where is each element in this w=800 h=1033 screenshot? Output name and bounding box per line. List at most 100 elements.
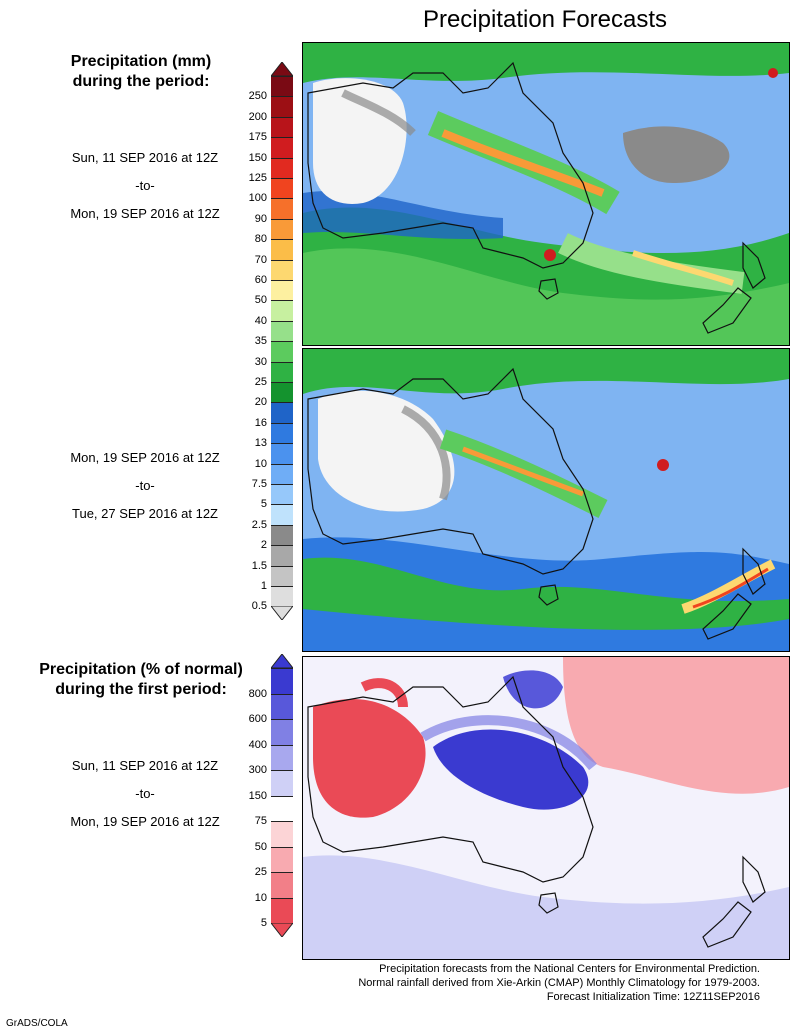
anomaly-colorbar-cell bbox=[271, 668, 293, 694]
precip-colorbar-label: 10 bbox=[254, 457, 267, 470]
precip-colorbar-label: 100 bbox=[248, 192, 267, 205]
precip-heading-line2: during the period: bbox=[72, 73, 210, 90]
precip-colorbar-label: 40 bbox=[254, 314, 267, 327]
precip-colorbar-cell bbox=[271, 484, 293, 505]
anomaly-colorbar-label: 5 bbox=[260, 917, 267, 929]
precip-colorbar-cell bbox=[271, 239, 293, 260]
anomaly-colorbar-label: 75 bbox=[254, 815, 267, 827]
footnote-line3: Forecast Initialization Time: 12Z11SEP20… bbox=[546, 991, 760, 1003]
precip-heading-line1: Precipitation (mm) bbox=[70, 53, 212, 70]
precip-colorbar-cell bbox=[271, 524, 293, 546]
footnote: Precipitation forecasts from the Nationa… bbox=[358, 962, 760, 1004]
precip-colorbar-cell bbox=[271, 463, 293, 484]
period2-start: Mon, 19 SEP 2016 at 12Z bbox=[70, 450, 220, 465]
precip-colorbar-cell bbox=[271, 545, 293, 566]
precip-colorbar-label: 7.5 bbox=[251, 478, 267, 490]
precip-colorbar-label: 16 bbox=[254, 416, 267, 429]
precip-colorbar-cell bbox=[271, 137, 293, 158]
precip-colorbar-label: 125 bbox=[248, 172, 267, 184]
anomaly-colorbar-cell bbox=[271, 693, 293, 719]
period2-separator: -to- bbox=[135, 478, 155, 493]
precip-colorbar-cell bbox=[271, 157, 293, 178]
precip-colorbar-cell bbox=[271, 96, 293, 117]
anomaly-colorbar-label: 10 bbox=[254, 891, 267, 904]
precip-colorbar-label: 13 bbox=[254, 437, 267, 450]
precip-colorbar-cell bbox=[271, 402, 293, 423]
anomaly-colorbar-cell bbox=[271, 846, 293, 872]
precip-colorbar-label: 80 bbox=[254, 233, 267, 246]
footnote-line1: Precipitation forecasts from the Nationa… bbox=[379, 963, 760, 975]
period3-end: Mon, 19 SEP 2016 at 12Z bbox=[70, 814, 220, 829]
anomaly-colorbar-cell bbox=[271, 770, 293, 796]
precip-colorbar-label: 50 bbox=[254, 294, 267, 307]
precip-colorbar-cell bbox=[271, 218, 293, 240]
precip-colorbar: 250 200 175 150 125 100 90 80 70 60 50 40 35 30 25 20 16… bbox=[243, 62, 303, 624]
anomaly-colorbar-cell bbox=[271, 744, 293, 770]
precip-colorbar-cell bbox=[271, 361, 293, 382]
anomaly-colorbar-label: 300 bbox=[248, 764, 267, 776]
precip-colorbar-label: 70 bbox=[254, 253, 267, 266]
anomaly-colorbar-bottom-arrow-shape bbox=[271, 923, 293, 937]
precip-colorbar-label: 1.5 bbox=[251, 559, 267, 572]
anomaly-heading-line2: during the first period: bbox=[55, 681, 227, 698]
precip-colorbar-bottom-arrow bbox=[271, 606, 293, 621]
period3-start: Sun, 11 SEP 2016 at 12Z bbox=[71, 758, 219, 773]
precip-colorbar-cell bbox=[271, 586, 293, 607]
anomaly-colorbar-label: 25 bbox=[254, 866, 267, 878]
period1-end: Mon, 19 SEP 2016 at 12Z bbox=[70, 206, 220, 221]
anomaly-map bbox=[302, 656, 790, 960]
precip-colorbar-label: 35 bbox=[254, 335, 267, 348]
precip-colorbar-label: 1 bbox=[260, 580, 267, 592]
precip-colorbar-cell bbox=[271, 198, 293, 219]
anomaly-heading-line1: Precipitation (% of normal) bbox=[39, 661, 243, 678]
precip-colorbar-label: 20 bbox=[254, 396, 267, 409]
anomaly-colorbar-label: 600 bbox=[248, 713, 267, 725]
precip-colorbar-label: 5 bbox=[260, 498, 267, 511]
precip-colorbar-cell bbox=[271, 320, 293, 342]
precip-colorbar-cell bbox=[271, 422, 293, 444]
precip-colorbar-label: 90 bbox=[254, 212, 267, 225]
precip-colorbar-label: 0.5 bbox=[251, 600, 267, 613]
precip-colorbar-cell bbox=[271, 565, 293, 586]
anomaly-colorbar-cell bbox=[271, 872, 293, 898]
anomaly-legend-heading: Precipitation (% of normal) during the f… bbox=[10, 660, 272, 700]
period1-separator: -to- bbox=[135, 178, 155, 193]
anomaly-colorbar: 800 600 400 300 150 75 50 25 10 5 bbox=[243, 654, 303, 944]
anomaly-colorbar-top-arrow-shape bbox=[271, 654, 293, 668]
precip-map-period1-graphic bbox=[303, 43, 789, 345]
anomaly-colorbar-cell bbox=[271, 821, 293, 847]
precip-colorbar-cell bbox=[271, 76, 293, 97]
anomaly-colorbar-label: 400 bbox=[248, 738, 267, 751]
precip-map-period2-graphic bbox=[303, 349, 789, 651]
precip-colorbar-top-arrow-shape bbox=[271, 62, 293, 76]
precip-map-period1 bbox=[302, 42, 790, 346]
anomaly-colorbar-label: 50 bbox=[254, 840, 267, 853]
precip-map-period2 bbox=[302, 348, 790, 652]
precip-colorbar-cell bbox=[271, 178, 293, 199]
precip-colorbar-label: 25 bbox=[254, 376, 267, 388]
anomaly-colorbar-cell bbox=[271, 897, 293, 923]
precip-colorbar-label: 175 bbox=[248, 131, 267, 144]
anomaly-colorbar-bottom-arrow bbox=[271, 923, 293, 937]
anomaly-colorbar-label: 150 bbox=[248, 789, 267, 802]
anomaly-colorbar-cell bbox=[271, 795, 293, 821]
precip-colorbar-label: 250 bbox=[248, 90, 267, 103]
precip-colorbar-label: 60 bbox=[254, 274, 267, 286]
precip-colorbar-cell bbox=[271, 300, 293, 321]
precip-colorbar-cell bbox=[271, 116, 293, 138]
page-title: Precipitation Forecasts bbox=[422, 6, 668, 33]
precip-legend-heading: Precipitation (mm) during the period: bbox=[10, 52, 272, 92]
precip-colorbar-cell bbox=[271, 341, 293, 362]
anomaly-colorbar-label: 800 bbox=[248, 687, 267, 700]
anomaly-colorbar-top-arrow bbox=[271, 654, 293, 668]
precip-colorbar-cell bbox=[271, 443, 293, 464]
footnote-line2: Normal rainfall derived from Xie-Arkin (… bbox=[358, 977, 760, 989]
precip-colorbar-cell bbox=[271, 504, 293, 525]
anomaly-map-graphic bbox=[303, 657, 789, 959]
period1-start: Sun, 11 SEP 2016 at 12Z bbox=[71, 150, 219, 165]
precip-colorbar-label: 200 bbox=[248, 110, 267, 123]
grads-credit: GrADS/COLA bbox=[6, 1018, 68, 1029]
anomaly-colorbar-cell bbox=[271, 719, 293, 745]
precip-colorbar-label: 150 bbox=[248, 151, 267, 164]
period3-separator: -to- bbox=[135, 786, 155, 801]
